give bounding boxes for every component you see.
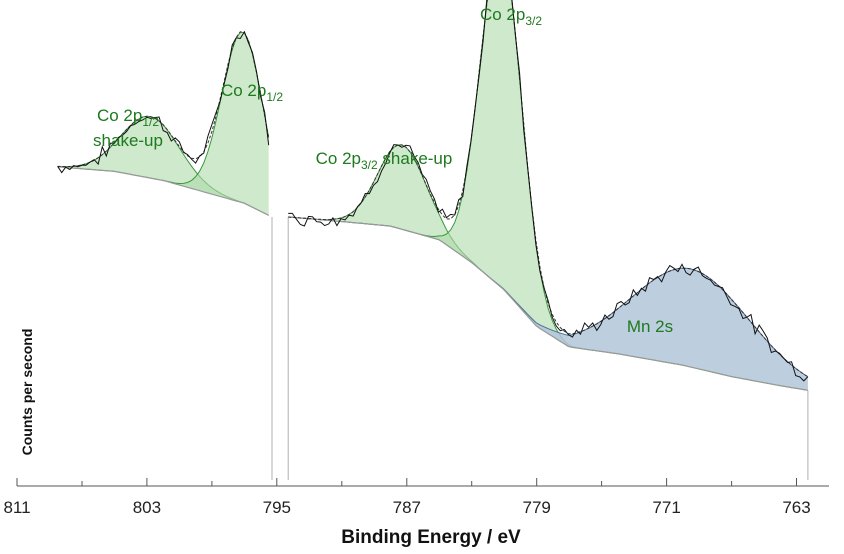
x-ticks: 811 803 795 787 779 771 763 <box>3 478 811 517</box>
peak-label-co2p12-shake: Co 2p1/2 shake-up <box>93 106 163 150</box>
background-segment-1 <box>288 216 808 391</box>
x-tick-label: 811 <box>3 498 30 517</box>
peak-labels: Co 2p1/2 shake-up Co 2p1/2 Co 2p3/2 shake-u… <box>93 5 673 336</box>
background-segment-0 <box>57 166 269 216</box>
component-fill-1 <box>57 32 269 216</box>
x-tick-label: 803 <box>133 498 161 517</box>
component-fill-3 <box>288 0 808 391</box>
raw-data-segment-1 <box>288 0 809 382</box>
component-fill-2 <box>288 144 808 391</box>
x-tick-label: 763 <box>782 498 810 517</box>
x-tick-label: 771 <box>652 498 680 517</box>
spectral-gap-lines <box>271 217 809 480</box>
peak-label-co2p32-shake: Co 2p3/2 shake-up <box>316 149 453 172</box>
raw-spectrum <box>57 0 809 382</box>
peak-label-co2p12: Co 2p1/2 <box>221 81 283 104</box>
x-tick-label: 795 <box>263 498 291 517</box>
peak-label-co2p32: Co 2p3/2 <box>480 5 542 28</box>
x-tick-label: 779 <box>523 498 551 517</box>
x-tick-label: 787 <box>393 498 421 517</box>
envelope-segment-1 <box>288 0 809 378</box>
raw-data-segment-0 <box>57 30 270 174</box>
component-fill-4 <box>288 217 808 391</box>
background-curve <box>57 166 808 391</box>
x-axis-title: Binding Energy / eV <box>341 527 521 548</box>
peak-label-mn2s: Mn 2s <box>627 317 673 336</box>
y-axis-title: Counts per second <box>19 329 35 456</box>
